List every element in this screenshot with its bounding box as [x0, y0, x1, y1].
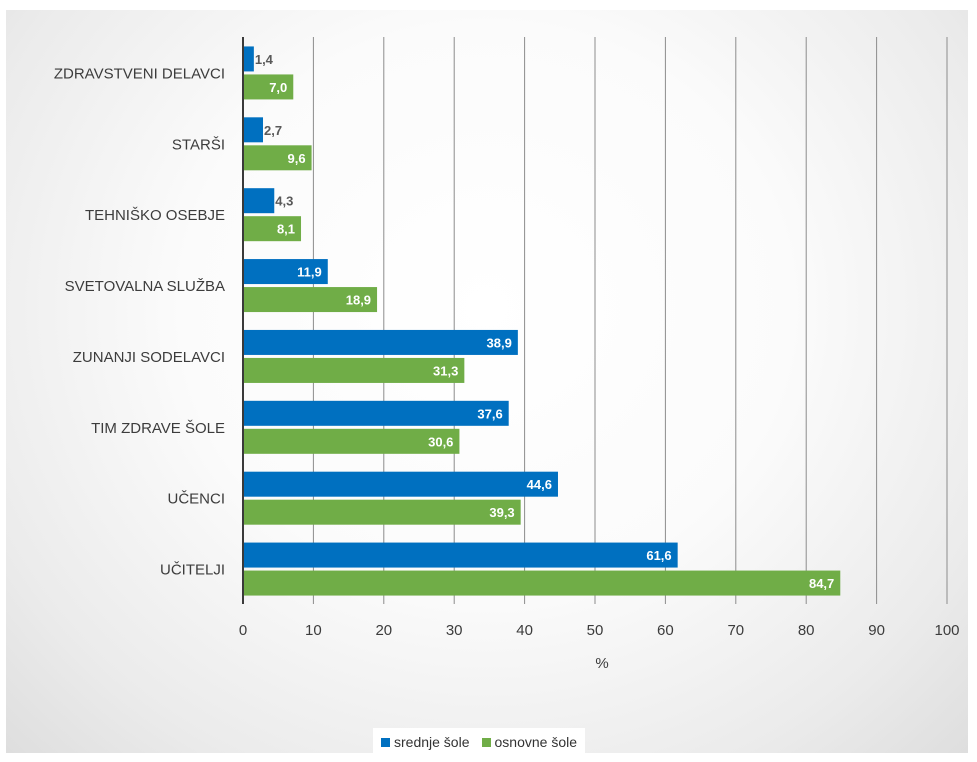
data-label: 61,6	[646, 548, 671, 563]
x-axis-title: %	[595, 655, 608, 672]
bar	[244, 542, 678, 568]
x-tick-label: 10	[305, 622, 322, 639]
data-label: 4,3	[275, 194, 293, 209]
category-label: UČITELJI	[160, 562, 225, 579]
x-tick-label: 60	[657, 622, 674, 639]
x-tick-label: 80	[798, 622, 815, 639]
bar	[244, 357, 465, 383]
category-label: UČENCI	[167, 491, 225, 508]
legend-label: osnovne šole	[494, 734, 578, 750]
data-label: 2,7	[264, 123, 282, 138]
data-label: 37,6	[477, 406, 502, 421]
bar	[244, 570, 841, 596]
data-label: 44,6	[527, 477, 552, 492]
bar	[244, 400, 509, 426]
bar	[244, 117, 264, 143]
category-label: TIM ZDRAVE ŠOLE	[91, 420, 225, 437]
category-label: SVETOVALNA SLUŽBA	[65, 278, 225, 295]
bar	[244, 216, 302, 242]
data-label: 30,6	[428, 434, 453, 449]
category-label: STARŠI	[172, 136, 225, 153]
bar	[244, 428, 460, 454]
bar	[244, 74, 294, 100]
x-tick-label: 0	[239, 622, 247, 639]
bar	[244, 259, 328, 285]
data-label: 11,9	[297, 265, 322, 280]
data-label: 7,0	[269, 80, 287, 95]
legend-swatch	[481, 737, 491, 747]
legend: srednje šole osnovne šole	[373, 728, 586, 756]
bar	[244, 329, 518, 355]
category-label: ZUNANJI SODELAVCI	[73, 349, 225, 366]
legend-item: osnovne šole	[481, 734, 578, 750]
bar	[244, 471, 558, 497]
category-label: TEHNIŠKO OSEBJE	[85, 207, 225, 224]
bar	[244, 145, 312, 171]
legend-swatch	[381, 737, 390, 747]
bar	[244, 499, 521, 525]
data-label: 31,3	[433, 363, 458, 378]
bar-chart: 0 10 20 30 40 50 60 70 80 90 100% ZDRAVSTVENI DELAV…	[54, 37, 960, 672]
legend-item: srednje šole	[381, 734, 470, 750]
data-label: 18,9	[346, 293, 371, 308]
x-tick-label: 90	[868, 622, 885, 639]
data-label: 39,3	[489, 505, 514, 520]
data-label: 9,6	[288, 151, 306, 166]
data-label: 84,7	[809, 576, 834, 591]
bar	[244, 46, 254, 72]
bar	[244, 188, 275, 214]
chart-area: 0 10 20 30 40 50 60 70 80 90 100% ZDRAVSTVENI DELAV…	[6, 10, 968, 756]
data-label: 1,4	[255, 52, 274, 67]
x-tick-label: 40	[516, 622, 533, 639]
legend-label: srednje šole	[394, 734, 470, 750]
x-tick-label: 20	[375, 622, 392, 639]
bar	[244, 287, 378, 313]
x-tick-label: 70	[727, 622, 744, 639]
x-tick-label: 100	[934, 622, 959, 639]
x-tick-label: 50	[587, 622, 604, 639]
data-label: 8,1	[277, 222, 295, 237]
category-label: ZDRAVSTVENI DELAVCI	[54, 65, 225, 82]
x-tick-label: 30	[446, 622, 463, 639]
data-label: 38,9	[487, 335, 512, 350]
